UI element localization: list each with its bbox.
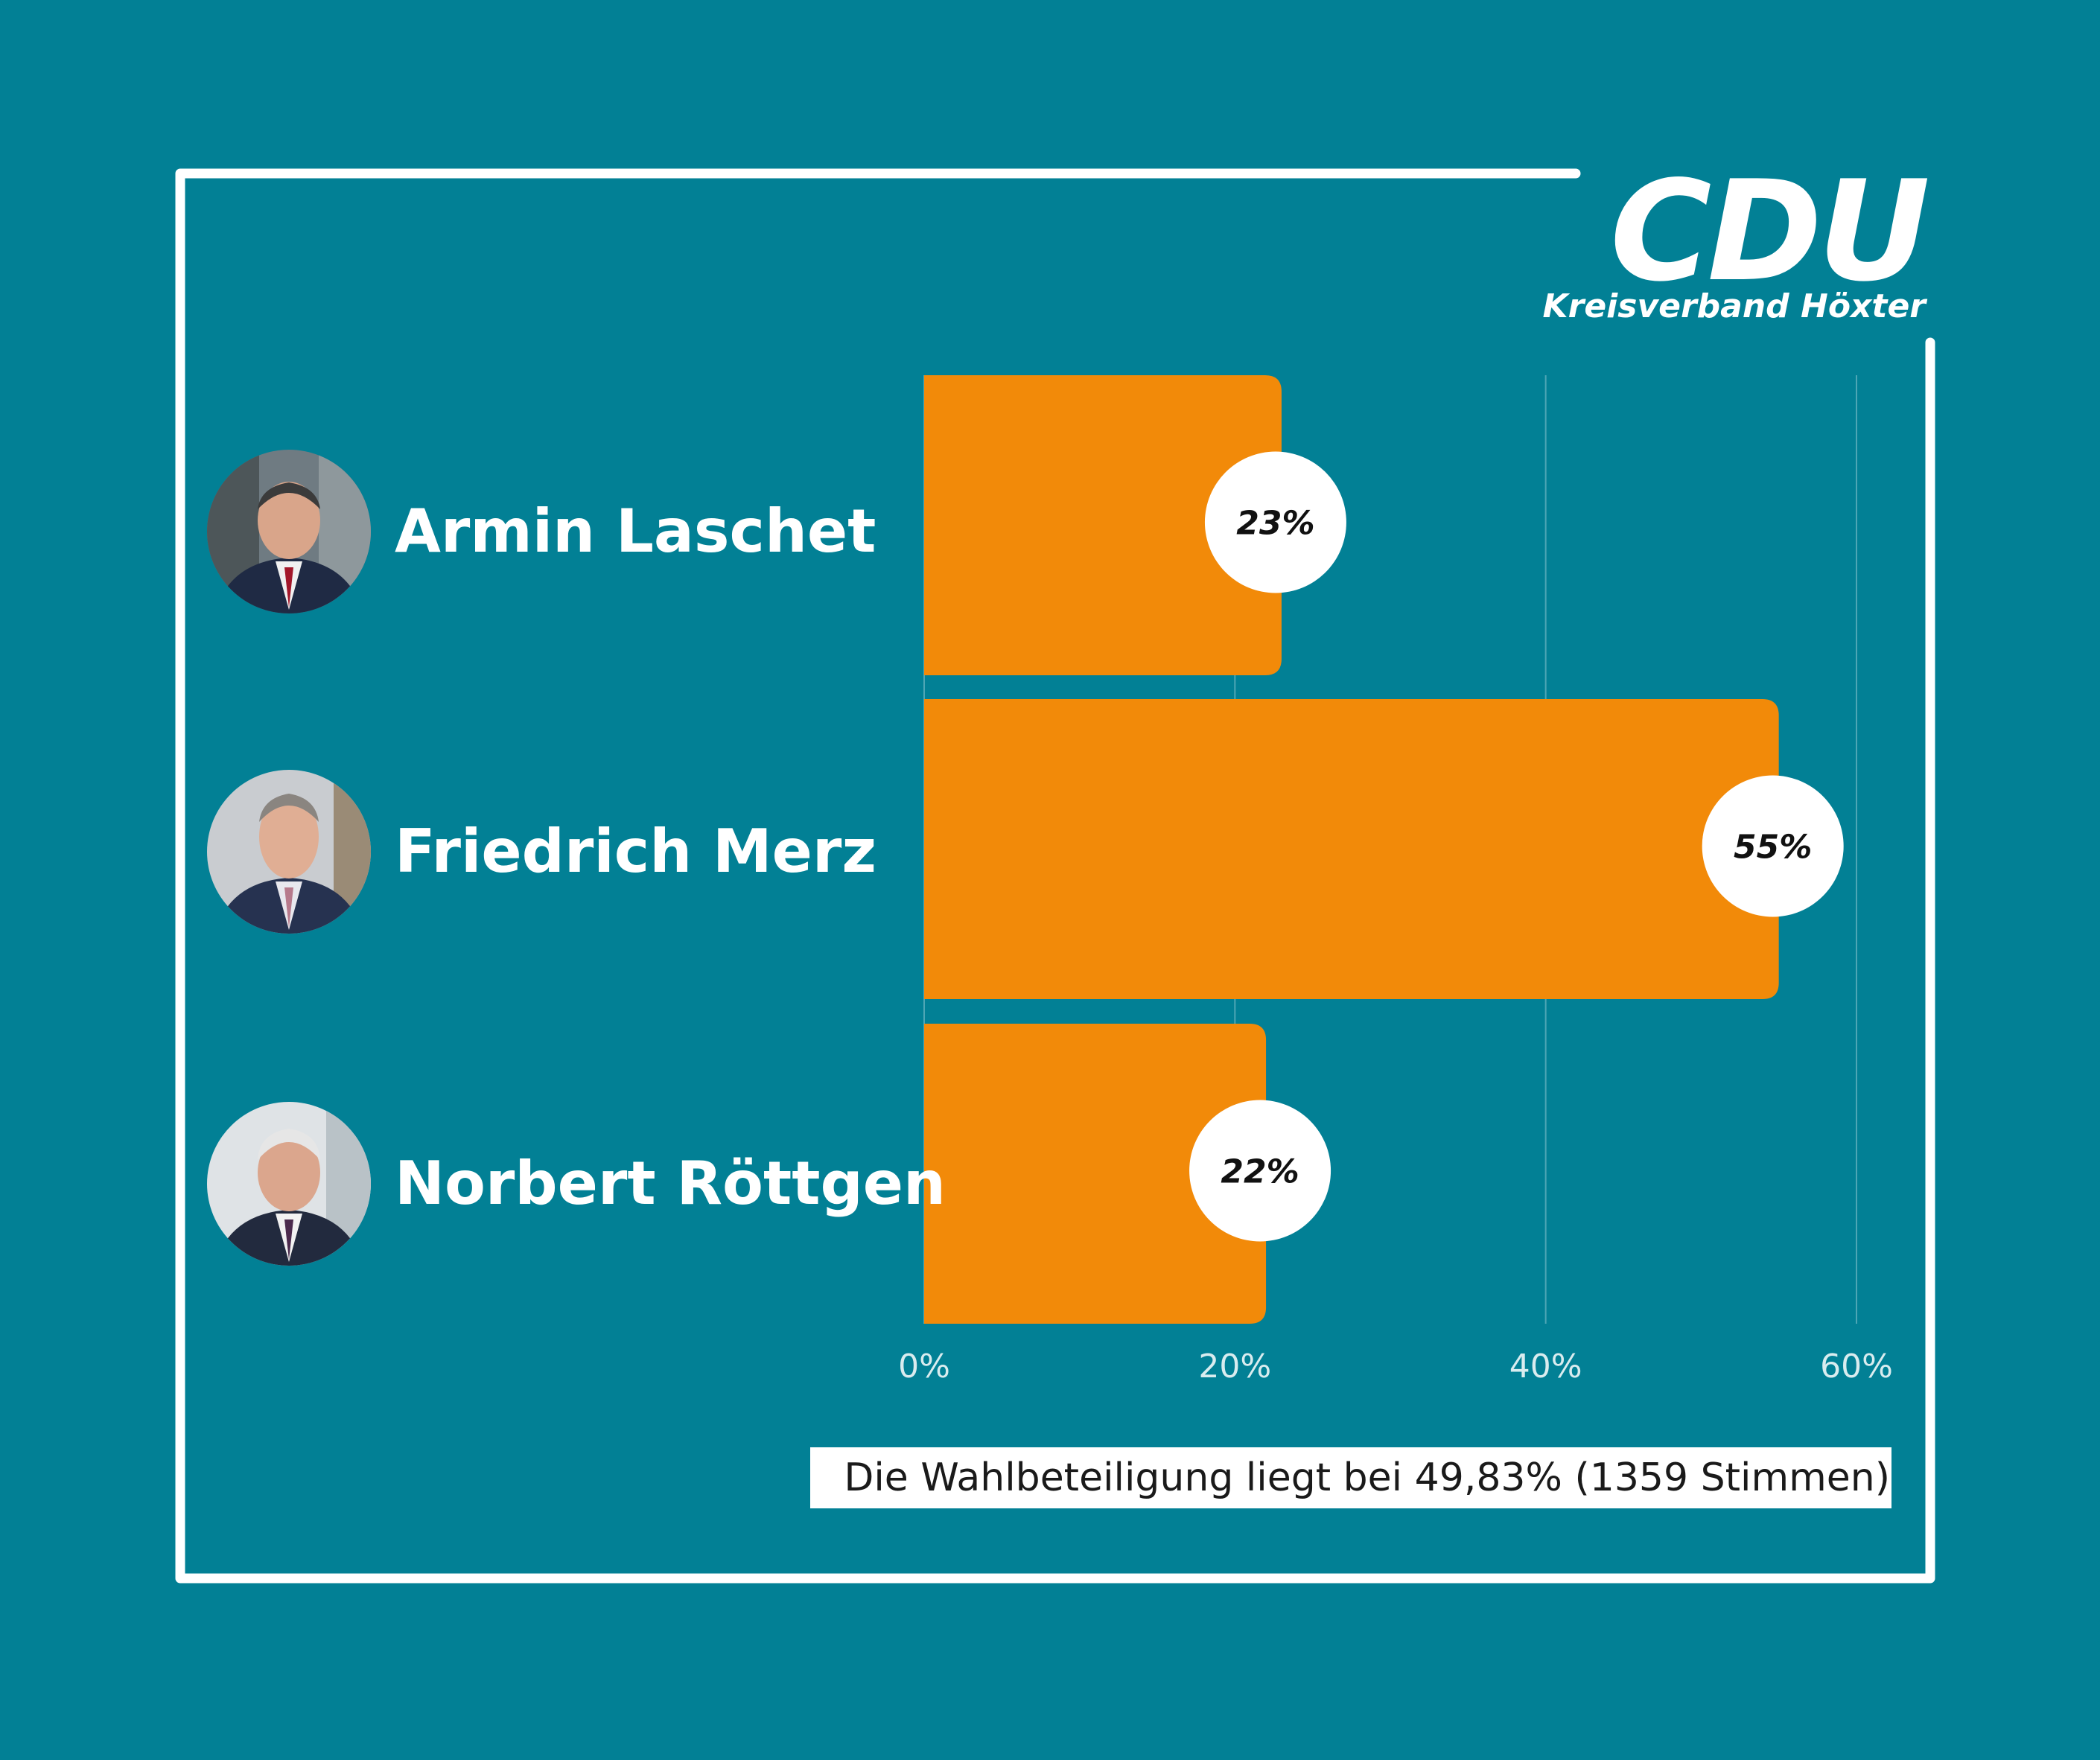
tick-label: 0% [898, 1348, 950, 1386]
candidate-name: Norbert Röttgen [395, 1149, 946, 1218]
portrait-photo-icon [207, 1102, 371, 1266]
tick-label: 60% [1820, 1348, 1893, 1386]
tick-label: 40% [1509, 1348, 1582, 1386]
data-label: 55% [1734, 829, 1812, 867]
cdu-logo: CDU [1610, 150, 1930, 312]
bar [924, 375, 1282, 675]
value-bubble [1702, 775, 1844, 917]
logo-subtitle: Kreisverband Höxter [1542, 287, 1926, 325]
data-label: 22% [1221, 1153, 1299, 1191]
frame-line [175, 168, 1935, 1584]
value-bubble [1189, 1100, 1331, 1242]
candidate-row: Armin Laschet [207, 450, 922, 613]
turnout-note: Die Wahlbeteiligung liegt bei 49,83% (13… [810, 1447, 1891, 1508]
bar [924, 1024, 1267, 1324]
bar [924, 699, 1779, 999]
candidate-row: Friedrich Merz [207, 770, 922, 934]
candidate-name: Friedrich Merz [395, 817, 876, 886]
candidate-row: Norbert Röttgen [207, 1102, 946, 1266]
tick-label: 20% [1198, 1348, 1271, 1386]
data-label: 23% [1236, 505, 1314, 543]
candidate-name: Armin Laschet [395, 497, 876, 566]
portrait-photo-icon [207, 770, 371, 934]
value-bubble [1204, 451, 1346, 593]
portrait-photo-icon [207, 450, 371, 613]
